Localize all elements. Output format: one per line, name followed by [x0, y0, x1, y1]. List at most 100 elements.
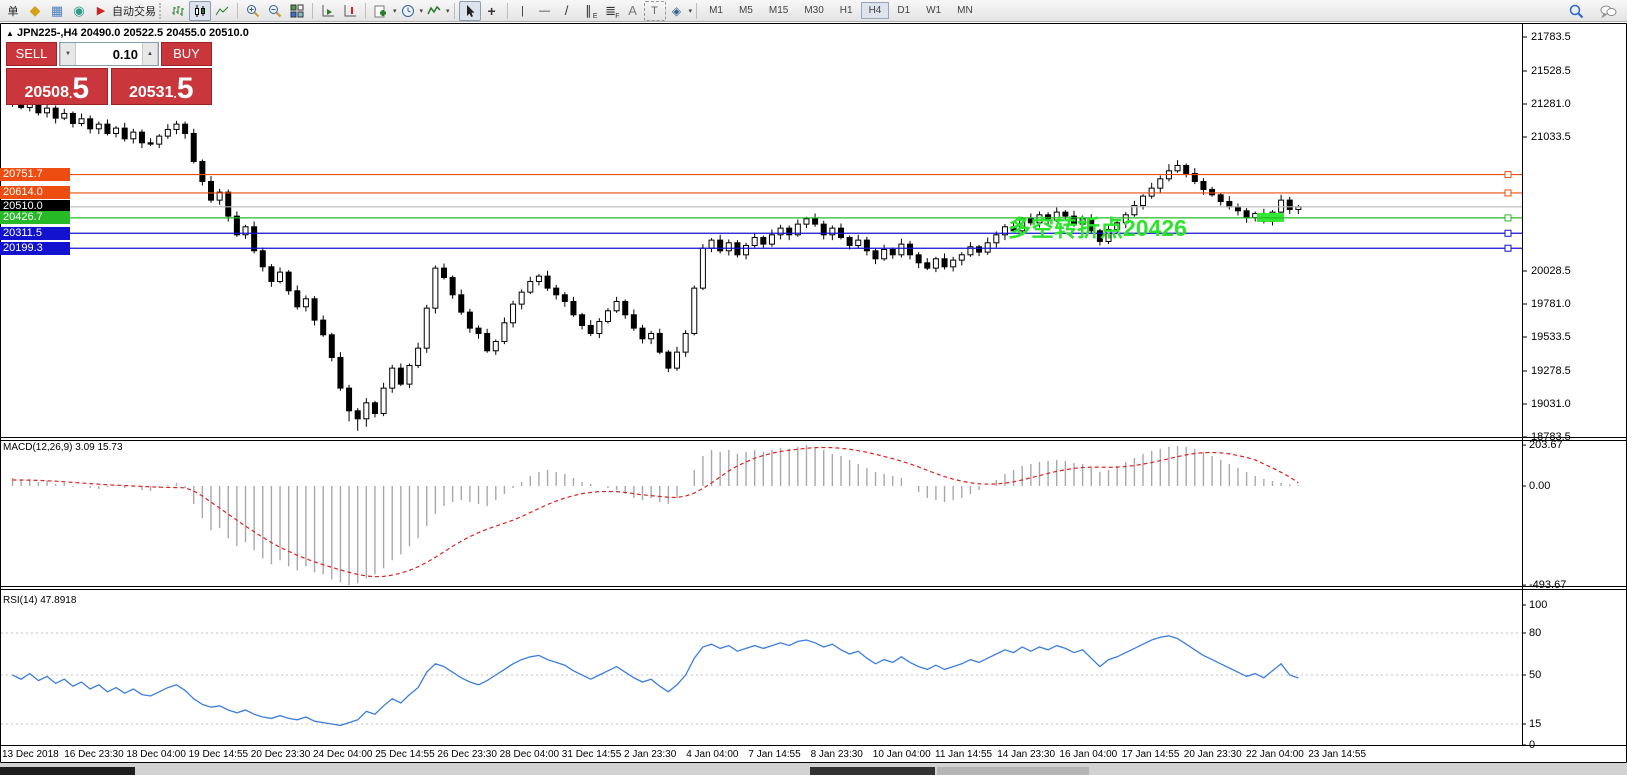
toolbar-separator: [696, 2, 698, 19]
autotrade-label[interactable]: 自动交易: [112, 5, 156, 18]
candle-body: [1148, 187, 1155, 197]
autotrade-play-icon[interactable]: ▶: [96, 5, 106, 17]
text-tool-button[interactable]: A: [628, 3, 637, 18]
tf-w1[interactable]: W1: [926, 5, 942, 16]
candle-body: [1053, 211, 1060, 221]
candle-body: [794, 223, 801, 236]
periods-caret[interactable]: ▾: [419, 7, 424, 15]
arrows-caret[interactable]: ▾: [688, 7, 693, 15]
candle-body: [328, 334, 335, 358]
toolbar-separator: [237, 2, 238, 19]
candle-body: [415, 347, 422, 366]
zoom-in-button[interactable]: [242, 1, 264, 21]
taskbar-item[interactable]: [810, 767, 935, 775]
level-handle[interactable]: [1504, 244, 1512, 252]
trendline-tool-button[interactable]: /: [564, 3, 569, 18]
candle-body: [1140, 195, 1147, 206]
tf-d1[interactable]: D1: [897, 5, 911, 16]
chat-icon[interactable]: [1597, 1, 1619, 21]
level-handle[interactable]: [1504, 214, 1512, 222]
volume-down-button[interactable]: ▼: [60, 43, 76, 65]
candle-body: [354, 410, 361, 420]
candle-body: [302, 298, 309, 308]
new-order-icon[interactable]: ◆: [29, 2, 41, 18]
volume-stepper: ▼ ▲: [59, 42, 159, 66]
collapse-triangle-icon[interactable]: ▲: [6, 29, 14, 38]
volume-up-button[interactable]: ▲: [142, 43, 158, 65]
candle-body: [1174, 164, 1181, 172]
taskbar-item[interactable]: [0, 767, 135, 775]
sell-price-display[interactable]: 20508. 5: [6, 68, 108, 105]
toolbar-separator: [506, 2, 508, 19]
candle-body: [1096, 230, 1103, 242]
candle-body: [294, 290, 301, 308]
candle-body: [941, 258, 948, 268]
candle-body: [984, 242, 991, 253]
candle-body: [976, 246, 983, 253]
candle-body: [320, 319, 327, 336]
candle-body: [216, 191, 223, 201]
taskbar-item[interactable]: [937, 767, 1089, 775]
zoom-out-button[interactable]: [264, 1, 286, 21]
candle-body: [829, 227, 836, 236]
candle-body: [1105, 228, 1112, 242]
buy-price-display[interactable]: 20531. 5: [110, 68, 212, 105]
bar-chart-mode-button[interactable]: [167, 1, 189, 21]
tf-h1[interactable]: H1: [839, 5, 853, 16]
fibo-sub-glyph: F: [615, 12, 620, 20]
auto-scroll-button[interactable]: [317, 1, 339, 21]
order-panel-button[interactable]: 单: [7, 5, 19, 18]
candle-body: [760, 236, 767, 245]
tf-m1[interactable]: M1: [709, 5, 723, 16]
candle-body: [863, 239, 870, 252]
buy-button[interactable]: BUY: [161, 42, 212, 66]
sell-button[interactable]: SELL: [6, 42, 57, 66]
tf-m5[interactable]: M5: [738, 5, 753, 16]
tf-h4[interactable]: H4: [860, 2, 890, 19]
level-handle[interactable]: [1504, 189, 1512, 197]
chart-shift-button[interactable]: [339, 1, 361, 21]
new-chart-button[interactable]: [370, 1, 392, 21]
candle-body: [225, 191, 232, 217]
channel-tool-button[interactable]: ∥ E: [578, 1, 600, 21]
candle-body: [1209, 188, 1216, 196]
candle-body: [1243, 210, 1250, 218]
indicators-button[interactable]: [423, 1, 445, 21]
candle-body: [777, 227, 784, 236]
tile-windows-button[interactable]: [286, 1, 308, 21]
candle-body: [1114, 222, 1121, 230]
text-label-tool-button[interactable]: T: [643, 0, 666, 21]
fibo-glyph: ≣: [605, 2, 616, 18]
candle-body: [932, 258, 939, 269]
level-handle[interactable]: [1504, 171, 1512, 179]
tf-m30[interactable]: M30: [804, 5, 824, 16]
candle-body: [1234, 206, 1241, 212]
tf-mn[interactable]: MN: [957, 5, 973, 16]
line-chart-mode-button[interactable]: [211, 1, 233, 21]
candle-body: [527, 280, 534, 293]
cursor-tool-button[interactable]: [458, 0, 481, 21]
arrows-tool-button[interactable]: ◈: [671, 3, 682, 18]
channel-glyph: ∥: [585, 2, 592, 18]
new-chart-caret[interactable]: ▾: [393, 7, 397, 15]
vertical-line-tool-button[interactable]: |: [521, 4, 524, 17]
signals-icon[interactable]: ◉: [73, 2, 85, 18]
search-icon[interactable]: [1565, 1, 1587, 21]
market-watch-icon[interactable]: ▦: [50, 2, 64, 18]
candle-body: [1070, 215, 1077, 225]
volume-input[interactable]: [76, 43, 142, 65]
candle-body: [648, 332, 655, 340]
candle-body: [544, 275, 551, 289]
horizontal-line-tool-button[interactable]: —: [539, 4, 551, 17]
level-handle[interactable]: [1504, 229, 1512, 237]
candle-chart-mode-button[interactable]: [189, 0, 211, 21]
indicators-caret[interactable]: ▾: [446, 7, 450, 15]
candle-body: [950, 259, 957, 268]
channel-sub-glyph: E: [592, 12, 598, 20]
crosshair-tool-button[interactable]: +: [487, 2, 496, 19]
candle-body: [889, 248, 896, 256]
tf-m15[interactable]: M15: [768, 5, 789, 16]
fibonacci-tool-button[interactable]: ≣ F: [600, 1, 622, 21]
periods-button[interactable]: [397, 1, 419, 21]
